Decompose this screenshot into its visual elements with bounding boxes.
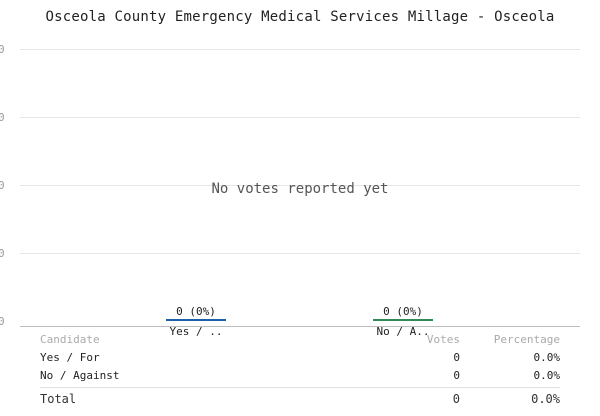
- gridline: [20, 185, 580, 186]
- header-votes: Votes: [426, 333, 460, 346]
- total-votes: 0: [452, 392, 460, 406]
- vote-percentage: 0.0%: [533, 369, 561, 382]
- header-percentage: Percentage: [493, 333, 560, 346]
- total-row: Total 0 0.0%: [40, 387, 560, 408]
- vote-count: 0: [453, 369, 460, 382]
- table-header-row: Candidate Votes Percentage: [40, 333, 560, 351]
- y-tick-label: 0: [0, 247, 5, 260]
- y-tick-label: 0: [0, 111, 5, 124]
- results-table: Candidate Votes Percentage Yes / For 0 0…: [40, 333, 560, 408]
- header-candidate: Candidate: [40, 333, 100, 346]
- y-tick-label: 0: [0, 315, 5, 328]
- bar-data-label: 0 (0%): [176, 305, 216, 318]
- chart-title: Osceola County Emergency Medical Service…: [45, 9, 555, 25]
- gridline: [20, 49, 580, 50]
- y-tick-label: 0: [0, 179, 5, 192]
- table-row: No / Against 0 0.0%: [40, 369, 560, 387]
- y-tick-label: 0: [0, 43, 5, 56]
- category-label: Yes / ..: [169, 325, 223, 338]
- bar: [373, 319, 433, 321]
- bar: [166, 319, 226, 321]
- table-row: Yes / For 0 0.0%: [40, 351, 560, 369]
- vote-count: 0: [453, 351, 460, 364]
- candidate-name: No / Against: [40, 369, 120, 382]
- no-votes-message: No votes reported yet: [211, 181, 389, 197]
- gridline: [20, 253, 580, 254]
- candidate-name: Yes / For: [40, 351, 100, 364]
- total-label: Total: [40, 392, 77, 406]
- vote-percentage: 0.0%: [533, 351, 561, 364]
- bar-data-label: 0 (0%): [383, 305, 423, 318]
- x-axis-line: [20, 326, 580, 327]
- gridline: [20, 117, 580, 118]
- total-percentage: 0.0%: [531, 392, 560, 406]
- category-label: No / A..: [376, 325, 430, 338]
